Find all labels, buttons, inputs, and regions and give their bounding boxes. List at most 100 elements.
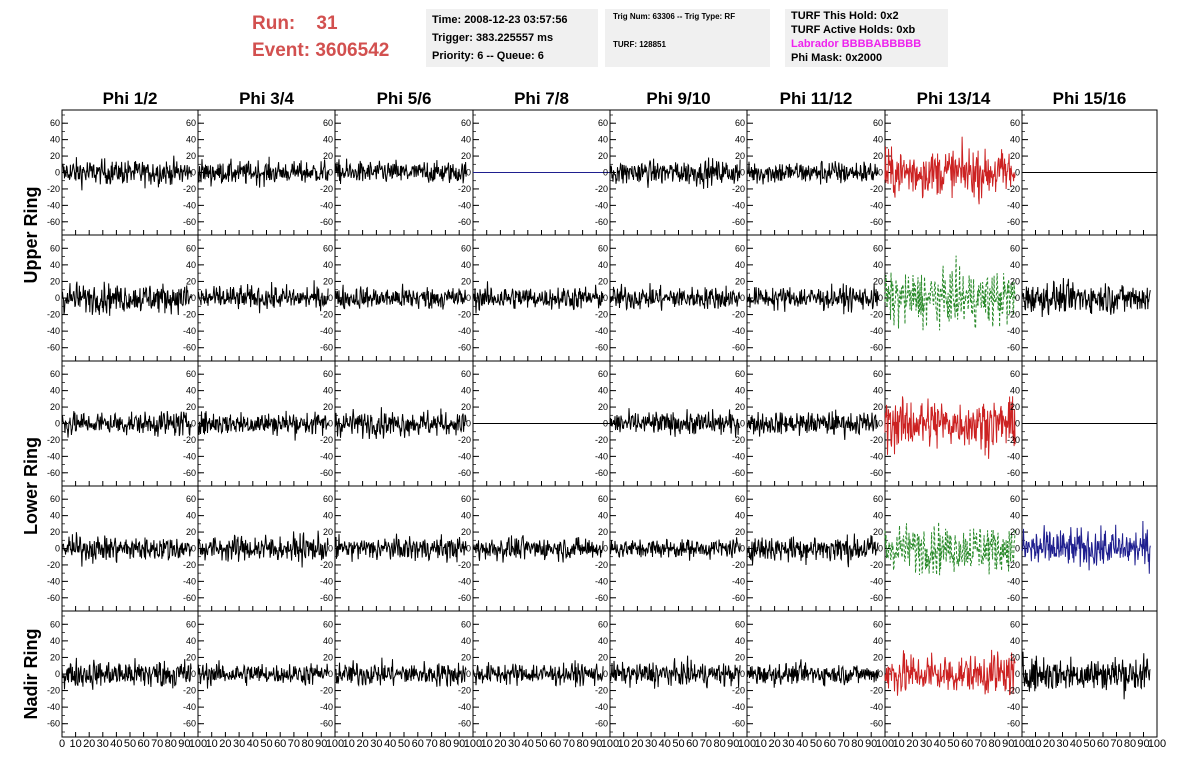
- waveform-trace: [334, 407, 467, 440]
- y-tick-label: 60: [323, 494, 333, 504]
- y-tick-label: 60: [873, 243, 883, 253]
- y-tick-label: 0: [328, 544, 333, 554]
- y-tick-label: -40: [458, 200, 471, 210]
- panel-frame: [884, 610, 1023, 738]
- x-tick-label: 30: [97, 738, 109, 750]
- y-tick-label: -60: [458, 468, 471, 478]
- y-tick-label: 0: [603, 669, 608, 679]
- waveform-trace: [884, 521, 1016, 576]
- x-tick-label: 90: [590, 738, 602, 750]
- y-tick-label: -40: [458, 326, 471, 336]
- x-tick-label: 0: [59, 738, 65, 750]
- column-title: Phi 1/2: [103, 89, 158, 108]
- y-tick-label: 0: [878, 293, 883, 303]
- event-value: 3606542: [315, 40, 390, 61]
- y-tick-label: 20: [873, 652, 883, 662]
- y-tick-label: -20: [1007, 184, 1020, 194]
- y-tick-label: 20: [598, 402, 608, 412]
- y-tick-label: 0: [191, 293, 196, 303]
- y-tick-label: -20: [183, 686, 196, 696]
- x-tick-label: 40: [1070, 738, 1082, 750]
- y-tick-label: 0: [191, 419, 196, 429]
- y-tick-label: 20: [598, 276, 608, 286]
- y-tick-label: -20: [458, 435, 471, 445]
- y-tick-label: -60: [732, 343, 745, 353]
- y-tick-label: -40: [458, 702, 471, 712]
- y-tick-label: 20: [873, 276, 883, 286]
- y-tick-label: 20: [186, 276, 196, 286]
- row-group-label: Nadir Ring: [21, 628, 41, 719]
- run-value: 31: [316, 13, 338, 34]
- y-tick-label: -60: [458, 719, 471, 729]
- x-tick-label: 100: [464, 738, 482, 750]
- x-tick-label: 70: [425, 738, 437, 750]
- y-tick-label: -20: [595, 310, 608, 320]
- y-tick-label: -40: [47, 576, 60, 586]
- y-tick-label: 60: [1010, 494, 1020, 504]
- y-tick-label: -40: [1007, 451, 1020, 461]
- y-tick-label: -40: [183, 702, 196, 712]
- y-tick-label: 20: [50, 151, 60, 161]
- y-tick-label: -60: [320, 468, 333, 478]
- y-tick-label: 40: [598, 260, 608, 270]
- y-tick-label: 20: [461, 527, 471, 537]
- y-tick-label: 40: [1010, 135, 1020, 145]
- x-tick-label: 70: [1110, 738, 1122, 750]
- waveform-trace: [609, 408, 741, 438]
- waveform-trace: [61, 532, 192, 567]
- waveform-trace: [61, 281, 192, 316]
- column-title: Phi 9/10: [646, 89, 710, 108]
- y-tick-label: -20: [732, 560, 745, 570]
- y-tick-label: -60: [320, 343, 333, 353]
- event-label: Event:: [252, 40, 311, 61]
- x-tick-label: 20: [768, 738, 780, 750]
- y-tick-label: -60: [870, 343, 883, 353]
- y-tick-label: 60: [461, 494, 471, 504]
- y-tick-label: 0: [1015, 419, 1020, 429]
- y-tick-label: -20: [458, 560, 471, 570]
- y-tick-label: 0: [466, 419, 471, 429]
- x-tick-label: 60: [824, 738, 836, 750]
- turf-hold-line: TURF This Hold: 0x2: [791, 10, 899, 22]
- y-tick-label: 20: [186, 652, 196, 662]
- y-tick-label: 40: [50, 260, 60, 270]
- y-tick-label: 0: [603, 168, 608, 178]
- x-tick-label: 70: [837, 738, 849, 750]
- y-tick-label: 40: [873, 511, 883, 521]
- y-tick-label: 0: [191, 168, 196, 178]
- x-tick-label: 100: [876, 738, 894, 750]
- y-tick-label: 0: [740, 293, 745, 303]
- y-tick-label: -60: [732, 593, 745, 603]
- x-tick-label: 20: [219, 738, 231, 750]
- y-tick-label: 20: [735, 151, 745, 161]
- y-tick-label: 60: [735, 619, 745, 629]
- y-tick-label: 0: [466, 293, 471, 303]
- y-tick-label: 60: [50, 243, 60, 253]
- y-tick-label: 0: [55, 419, 60, 429]
- y-tick-label: -20: [320, 435, 333, 445]
- y-tick-label: 40: [873, 386, 883, 396]
- y-tick-label: -60: [732, 217, 745, 227]
- y-tick-label: 0: [55, 293, 60, 303]
- y-tick-label: 60: [873, 118, 883, 128]
- x-tick-label: 10: [1029, 738, 1041, 750]
- x-tick-label: 90: [727, 738, 739, 750]
- trigger-line: Trigger: 383.225557 ms: [432, 32, 554, 44]
- y-tick-label: 60: [186, 243, 196, 253]
- y-tick-label: -60: [732, 468, 745, 478]
- y-tick-label: 60: [186, 619, 196, 629]
- y-tick-label: 60: [323, 243, 333, 253]
- y-tick-label: 20: [598, 527, 608, 537]
- y-tick-label: -60: [870, 593, 883, 603]
- x-tick-label: 100: [738, 738, 756, 750]
- run-event-label: Run: 31 Event: 3606542: [252, 10, 389, 64]
- y-tick-label: 0: [328, 293, 333, 303]
- y-tick-label: 0: [328, 669, 333, 679]
- x-tick-label: 60: [1097, 738, 1109, 750]
- x-tick-label: 40: [110, 738, 122, 750]
- waveform-trace: [334, 283, 467, 310]
- y-tick-label: 0: [1015, 168, 1020, 178]
- y-tick-label: 40: [598, 511, 608, 521]
- y-tick-label: -20: [870, 184, 883, 194]
- y-tick-label: -20: [183, 435, 196, 445]
